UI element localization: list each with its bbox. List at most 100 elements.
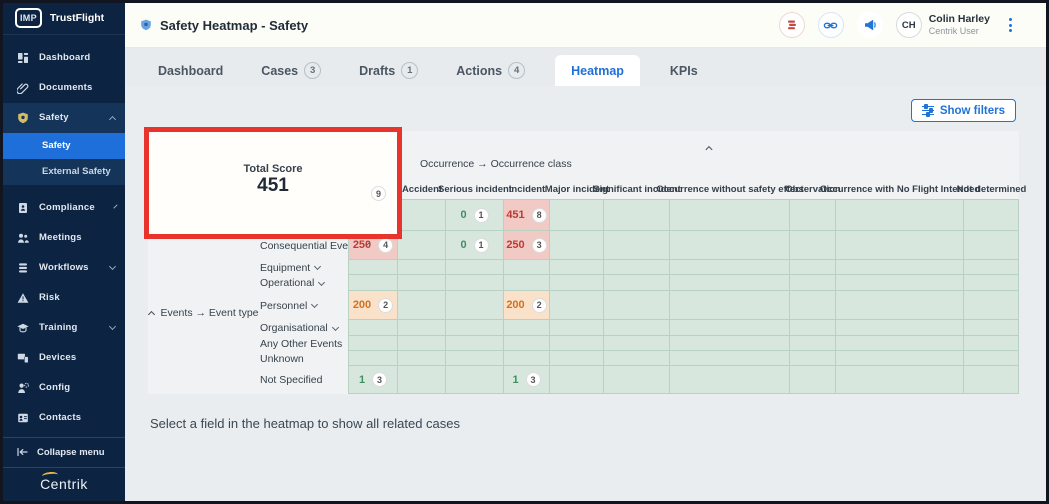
heatmap-cell[interactable] [446,320,504,336]
heatmap-cell[interactable] [550,199,604,231]
heatmap-cell[interactable] [604,260,670,275]
heatmap-cell[interactable] [790,275,836,291]
logo-row[interactable]: IMP TrustFlight [3,3,125,35]
heatmap-cell[interactable] [790,366,836,394]
heatmap-cell[interactable] [550,291,604,320]
heatmap-cell[interactable] [836,275,964,291]
heatmap-cell[interactable] [964,231,1019,260]
heatmap-cell[interactable] [836,199,964,231]
heatmap-cell-total-incident[interactable]: 451 8 [504,199,550,231]
heatmap-cell[interactable] [550,336,604,351]
sidebar-item-contacts[interactable]: Contacts [3,403,125,433]
heatmap-cell[interactable] [398,320,446,336]
sidebar-item-meetings[interactable]: Meetings [3,223,125,253]
heatmap-cell[interactable] [550,275,604,291]
column-header[interactable]: Not determined [956,183,1027,195]
heatmap-cell[interactable] [964,366,1019,394]
heatmap-cell[interactable] [398,199,446,231]
row-label[interactable]: Any Other Events [260,336,348,351]
heatmap-cell[interactable] [348,275,398,291]
heatmap-cell[interactable] [836,320,964,336]
heatmap-cell[interactable] [550,320,604,336]
sidebar-item-devices[interactable]: Devices [3,343,125,373]
heatmap-cell[interactable] [670,275,790,291]
column-header[interactable]: Occurrence without safety effect [656,183,804,195]
row-label[interactable]: Unknown [260,351,348,366]
heatmap-cell-personnel-total[interactable]: 200 2 [348,291,398,320]
heatmap-cell[interactable] [836,231,964,260]
heatmap-cell-conseq-incident[interactable]: 250 3 [504,231,550,260]
column-header[interactable]: Serious incident [438,183,512,195]
heatmap-cell[interactable] [446,351,504,366]
heatmap-cell[interactable] [790,291,836,320]
heatmap-cell[interactable] [604,291,670,320]
sidebar-item-workflows[interactable]: Workflows [3,253,125,283]
heatmap-cell[interactable] [964,320,1019,336]
heatmap-cell[interactable] [446,366,504,394]
sidebar-item-training[interactable]: Training [3,313,125,343]
heatmap-cell[interactable] [836,336,964,351]
row-label[interactable]: Not Specified [260,366,348,394]
tasks-icon[interactable] [778,12,805,38]
heatmap-cell[interactable] [964,260,1019,275]
column-header[interactable]: Major incident [544,183,610,195]
column-header[interactable]: Significant incident [593,183,681,195]
column-header[interactable]: Accident [401,183,443,195]
heatmap-cell[interactable] [670,320,790,336]
column-header[interactable]: Incident [508,183,546,195]
heatmap-cell[interactable] [604,275,670,291]
row-label[interactable]: Organisational [260,320,348,336]
heatmap-cell[interactable] [398,291,446,320]
heatmap-cell[interactable] [790,336,836,351]
heatmap-cell[interactable] [504,320,550,336]
heatmap-cell[interactable] [670,260,790,275]
heatmap-cell[interactable] [670,351,790,366]
tab-dashboard[interactable]: Dashboard [158,63,224,78]
heatmap-cell[interactable] [790,260,836,275]
heatmap-cell[interactable] [790,199,836,231]
heatmap-cell[interactable] [550,351,604,366]
heatmap-cell[interactable] [964,275,1019,291]
heatmap-cell[interactable] [964,351,1019,366]
heatmap-cell[interactable] [604,199,670,231]
heatmap-cell[interactable] [964,199,1019,231]
heatmap-cell[interactable] [836,351,964,366]
sidebar-item-documents[interactable]: Documents [3,73,125,103]
heatmap-cell[interactable] [836,366,964,394]
heatmap-cell[interactable] [670,199,790,231]
heatmap-cell[interactable] [504,351,550,366]
heatmap-cell[interactable] [446,275,504,291]
heatmap-cell[interactable] [398,260,446,275]
heatmap-cell[interactable] [398,275,446,291]
sidebar-item-dashboard[interactable]: Dashboard [3,43,125,73]
heatmap-cell[interactable] [670,231,790,260]
heatmap-cell[interactable] [836,260,964,275]
heatmap-cell[interactable] [964,291,1019,320]
heatmap-cell-personnel-incident[interactable]: 200 2 [504,291,550,320]
heatmap-cell[interactable] [398,231,446,260]
row-label[interactable]: Operational [260,275,348,291]
heatmap-cell[interactable] [550,260,604,275]
sidebar-subitem-safety[interactable]: Safety [3,132,125,159]
heatmap-cell[interactable] [504,275,550,291]
heatmap-cell[interactable] [964,336,1019,351]
total-score-card[interactable]: Total Score 451 9 [148,131,398,235]
heatmap-cell[interactable] [348,320,398,336]
heatmap-cell[interactable] [604,366,670,394]
tab-heatmap[interactable]: Heatmap [555,55,640,86]
row-label[interactable]: Consequential Events [260,231,370,260]
heatmap-cell[interactable] [446,291,504,320]
show-filters-button[interactable]: Show filters [910,99,1016,122]
heatmap-cell[interactable] [790,231,836,260]
tab-actions[interactable]: Actions 4 [448,55,533,86]
megaphone-icon[interactable] [856,12,883,38]
heatmap-cell[interactable] [398,366,446,394]
row-axis-label[interactable]: Events → Event type [148,307,259,319]
heatmap-cell[interactable] [550,366,604,394]
heatmap-cell[interactable] [836,291,964,320]
heatmap-cell[interactable] [446,260,504,275]
heatmap-cell[interactable] [398,336,446,351]
heatmap-cell[interactable] [604,320,670,336]
